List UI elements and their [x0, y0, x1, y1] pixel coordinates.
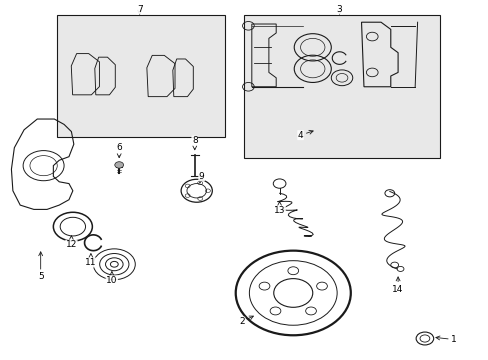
Text: 3: 3 [336, 5, 342, 15]
Text: 13: 13 [273, 202, 285, 215]
Circle shape [115, 162, 123, 168]
Text: 14: 14 [391, 277, 403, 294]
Text: 11: 11 [85, 254, 97, 267]
Text: 2: 2 [239, 316, 253, 326]
Text: 9: 9 [198, 172, 204, 183]
Text: 5: 5 [38, 252, 43, 281]
Text: 12: 12 [65, 236, 77, 249]
Text: 8: 8 [191, 136, 197, 150]
Bar [57, 15, 224, 137]
Text: 7: 7 [137, 5, 142, 15]
Text: 4: 4 [297, 130, 312, 140]
Text: 6: 6 [116, 143, 122, 158]
Text: 1: 1 [435, 335, 456, 344]
Bar [244, 15, 439, 158]
Text: 10: 10 [106, 271, 118, 285]
